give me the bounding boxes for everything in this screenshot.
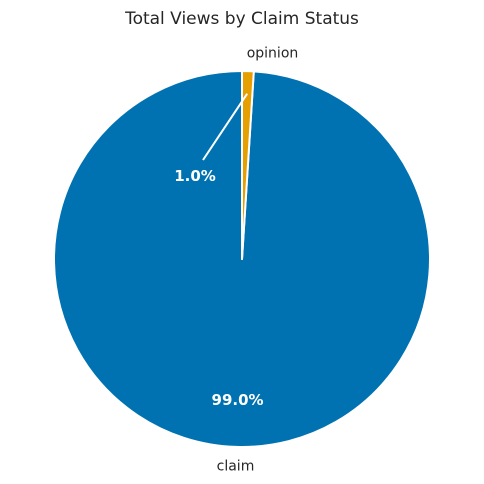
category-label-opinion: opinion (247, 45, 299, 61)
chart-title: Total Views by Claim Status (124, 9, 359, 29)
category-label-claim: claim (217, 459, 255, 475)
percent-label-opinion: 1.0% (174, 167, 216, 185)
percent-label-claim: 99.0% (212, 391, 264, 409)
